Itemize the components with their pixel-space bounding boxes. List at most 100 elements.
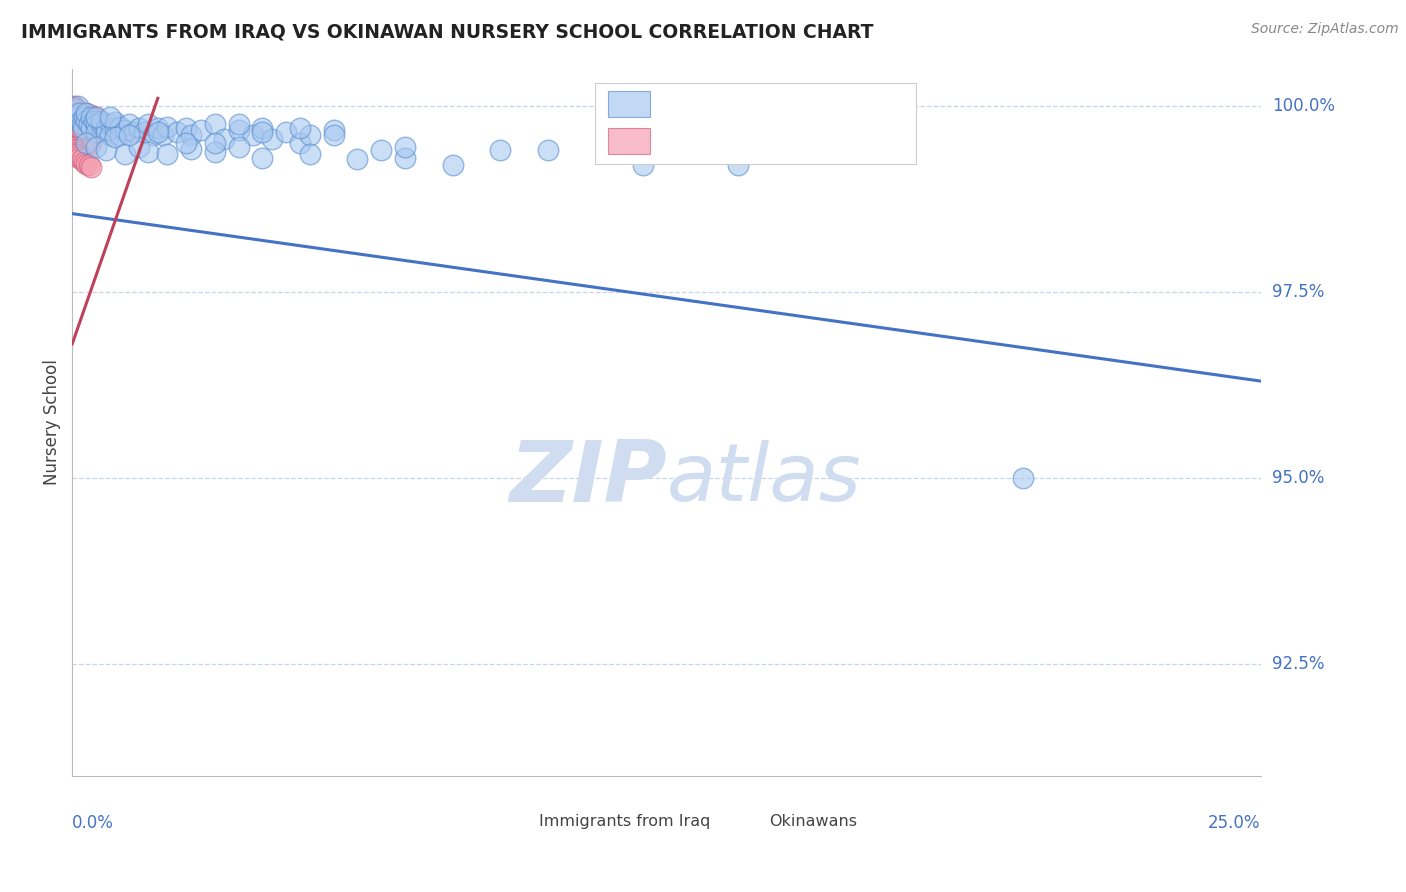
Point xyxy=(290,136,312,150)
Point xyxy=(132,125,155,139)
Point xyxy=(489,144,512,158)
Point xyxy=(70,153,93,167)
Point xyxy=(98,117,121,131)
Bar xyxy=(735,810,762,833)
Point xyxy=(190,122,212,136)
Point xyxy=(65,144,87,158)
Text: 25.0%: 25.0% xyxy=(1208,814,1261,832)
Point xyxy=(631,158,654,172)
Point xyxy=(69,113,91,128)
Point xyxy=(70,110,93,124)
Point xyxy=(83,113,105,128)
Point xyxy=(90,113,112,128)
Point xyxy=(73,110,96,124)
Point xyxy=(76,113,98,128)
Point xyxy=(260,132,283,146)
Point xyxy=(214,132,236,146)
Point xyxy=(73,136,96,150)
Point xyxy=(84,110,107,124)
Point xyxy=(73,154,96,169)
Point xyxy=(70,122,93,136)
Point xyxy=(146,121,169,136)
Point xyxy=(65,132,87,146)
Point xyxy=(727,158,749,172)
Point xyxy=(79,113,101,128)
Point xyxy=(84,110,107,124)
Point xyxy=(70,127,93,141)
Point xyxy=(66,145,89,159)
Point xyxy=(180,142,202,156)
Point xyxy=(180,128,202,143)
Point xyxy=(65,110,87,124)
Point xyxy=(73,110,96,124)
Point xyxy=(67,121,90,136)
Point xyxy=(84,125,107,139)
Point xyxy=(370,144,392,158)
Point xyxy=(66,149,89,163)
Point xyxy=(394,151,416,165)
Text: Immigrants from Iraq: Immigrants from Iraq xyxy=(540,814,710,829)
Point xyxy=(67,128,90,143)
Point xyxy=(166,125,188,139)
Point xyxy=(76,106,98,120)
Point xyxy=(128,121,150,136)
Point xyxy=(290,121,312,136)
Point xyxy=(94,121,117,136)
Point xyxy=(156,120,179,134)
Text: Okinawans: Okinawans xyxy=(769,814,856,829)
Point xyxy=(62,106,84,120)
Point xyxy=(80,117,103,131)
Point xyxy=(84,117,107,131)
Point xyxy=(76,112,98,127)
Point xyxy=(65,117,87,131)
Text: 92.5%: 92.5% xyxy=(1272,655,1324,673)
Point xyxy=(298,128,321,143)
Point xyxy=(62,99,84,113)
Point xyxy=(83,112,105,127)
Point xyxy=(276,125,298,139)
Point xyxy=(70,117,93,131)
Point xyxy=(72,112,94,127)
Point xyxy=(67,108,90,122)
Point xyxy=(66,117,89,131)
Point xyxy=(63,142,86,156)
Text: Source: ZipAtlas.com: Source: ZipAtlas.com xyxy=(1251,22,1399,37)
Point xyxy=(242,128,264,143)
Point xyxy=(63,103,86,117)
Point xyxy=(69,110,91,124)
Point xyxy=(84,139,107,153)
Point xyxy=(84,115,107,129)
Point xyxy=(118,117,141,131)
Point xyxy=(80,121,103,136)
Point xyxy=(76,157,98,171)
Point xyxy=(252,151,274,165)
Point xyxy=(84,117,107,131)
Point xyxy=(76,106,98,120)
Point xyxy=(70,128,93,143)
Point xyxy=(76,136,98,150)
Point xyxy=(80,115,103,129)
Point xyxy=(77,139,100,153)
Point xyxy=(65,103,87,117)
Point xyxy=(536,144,558,158)
Point xyxy=(441,158,464,172)
Point xyxy=(204,145,226,159)
Point xyxy=(67,115,90,129)
Point xyxy=(98,128,121,143)
Point xyxy=(63,128,86,143)
Point xyxy=(62,139,84,153)
Point xyxy=(204,117,226,131)
Point xyxy=(298,147,321,161)
Point xyxy=(252,121,274,136)
Point xyxy=(176,121,198,136)
Point xyxy=(77,135,100,149)
Point xyxy=(821,139,844,153)
Text: 97.5%: 97.5% xyxy=(1272,283,1324,301)
Point xyxy=(80,108,103,122)
Point xyxy=(66,130,89,145)
Point xyxy=(69,149,91,163)
Point xyxy=(80,160,103,174)
Point xyxy=(80,110,103,124)
Point xyxy=(104,130,127,145)
Point xyxy=(394,139,416,153)
